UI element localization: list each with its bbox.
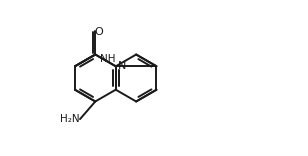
Text: NH: NH bbox=[100, 54, 116, 64]
Text: H₂N: H₂N bbox=[60, 114, 79, 124]
Text: O: O bbox=[95, 27, 103, 37]
Text: N: N bbox=[118, 61, 126, 71]
